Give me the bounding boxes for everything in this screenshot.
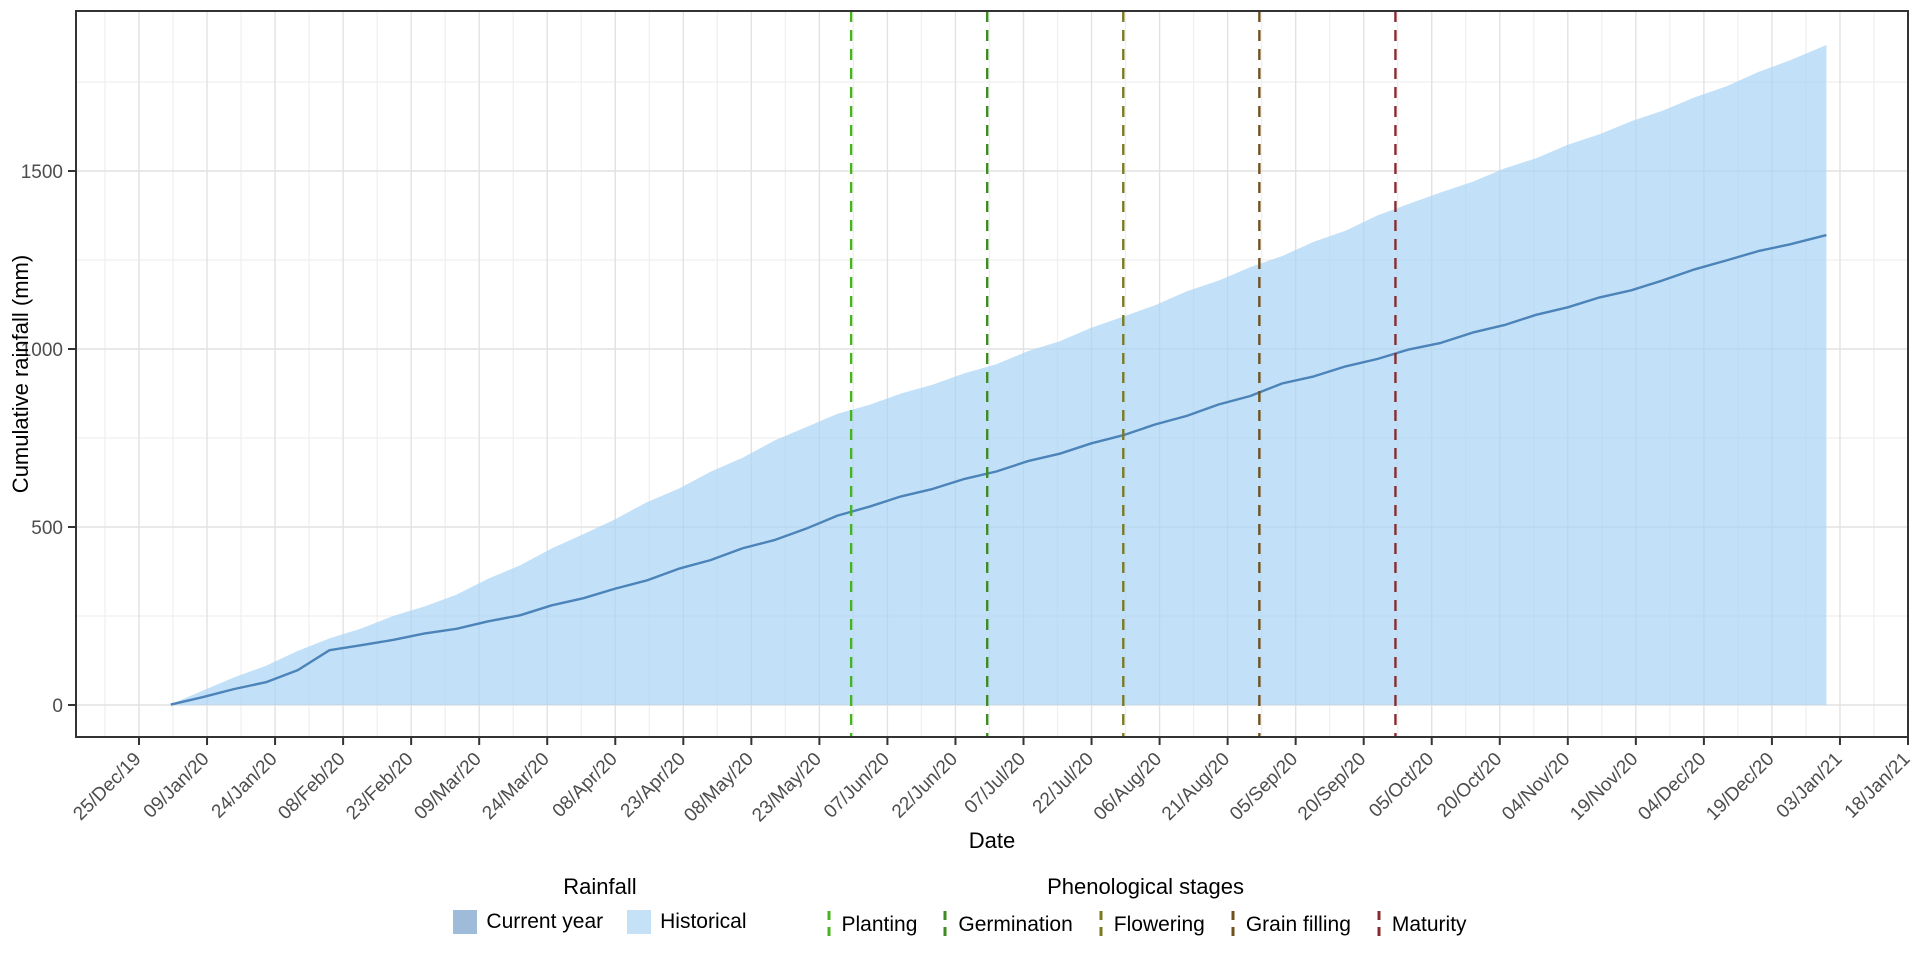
x-tick-label: 05/Oct/20	[1365, 749, 1438, 822]
x-tick-label: 03/Jan/21	[1773, 749, 1847, 823]
x-tick-label: 23/Apr/20	[617, 749, 690, 822]
x-tick-label: 09/Jan/20	[140, 749, 214, 823]
legend-swatch-icon	[627, 910, 652, 934]
historical-band	[170, 45, 1827, 705]
legend-dash-icon	[1099, 911, 1103, 939]
x-tick-label: 22/Jun/20	[888, 749, 962, 823]
x-tick-label: 23/May/20	[748, 749, 826, 827]
y-tick-label: 500	[31, 518, 63, 539]
legend-item-label: Grain filling	[1245, 913, 1351, 936]
legend-item-label: Current year	[486, 910, 604, 933]
x-tick-label: 25/Dec/19	[69, 749, 145, 825]
current-year-rainfall-line	[170, 233, 1827, 706]
y-tick-label: 1500	[21, 162, 63, 183]
x-tick-label: 05/Sep/20	[1226, 749, 1302, 825]
legend-item-label: Germination	[958, 913, 1073, 936]
legend-dash-icon	[943, 911, 947, 939]
legend-title-stages: Phenological stages	[1047, 874, 1244, 899]
legend-items-stages: Planting Germination Flowering Grain fillin…	[825, 910, 1467, 940]
legend-item-historical: Historical	[627, 910, 747, 934]
legend-group-rainfall: Rainfall Current year Historical	[453, 874, 747, 940]
legend-dash-icon	[1377, 911, 1381, 939]
legend-dash-icon	[1231, 911, 1235, 939]
chart-legend: Rainfall Current year Historical Phenolog…	[0, 874, 1920, 940]
x-tick-label: 18/Jan/21	[1841, 749, 1915, 823]
legend-dash-icon	[827, 911, 830, 939]
panel-border-rect	[75, 10, 1909, 738]
x-tick-label: 22/Jul/20	[1029, 749, 1098, 818]
x-tick-label: 07/Jul/20	[961, 749, 1030, 818]
x-tick-label: 20/Oct/20	[1433, 749, 1506, 822]
current-year-line	[170, 233, 1827, 706]
legend-item-label: Flowering	[1113, 913, 1205, 936]
panel-border	[75, 10, 1909, 738]
axis-ticks	[68, 170, 1909, 745]
x-tick-label: 24/Jan/20	[208, 749, 282, 823]
legend-item-flowering: Flowering	[1097, 910, 1205, 940]
legend-group-stages: Phenological stages Planting Germination F…	[825, 874, 1467, 940]
x-tick-label: 21/Aug/20	[1158, 749, 1234, 825]
x-tick-label: 20/Sep/20	[1294, 749, 1370, 825]
y-tick-label: 0	[52, 696, 63, 717]
legend-swatch-icon	[453, 910, 478, 934]
legend-items-rainfall: Current year Historical	[453, 910, 747, 934]
x-tick-label: 07/Jun/20	[820, 749, 894, 823]
x-tick-label: 08/Feb/20	[274, 749, 349, 824]
x-tick-label: 19/Nov/20	[1566, 749, 1642, 825]
legend-item-label: Historical	[660, 910, 747, 933]
phenological-stage-lines	[849, 11, 1397, 737]
x-tick-label: 04/Nov/20	[1498, 749, 1574, 825]
x-tick-label: 23/Feb/20	[342, 749, 417, 824]
x-tick-label: 08/May/20	[680, 749, 758, 827]
x-tick-label: 08/Apr/20	[549, 749, 622, 822]
legend-item-label: Planting	[841, 913, 918, 936]
historical-rainfall-area	[170, 45, 1827, 705]
y-axis-title: Cumulative rainfall (mm)	[8, 255, 33, 493]
x-tick-label: 04/Dec/20	[1634, 749, 1710, 825]
legend-item-grain-filling: Grain filling	[1229, 910, 1351, 940]
legend-title-rainfall: Rainfall	[563, 874, 637, 899]
legend-item-label: Maturity	[1391, 913, 1467, 936]
legend-item-current-year: Current year	[453, 910, 603, 934]
x-tick-label: 06/Aug/20	[1090, 749, 1166, 825]
y-tick-label: 1000	[21, 340, 63, 361]
legend-item-germination: Germination	[941, 910, 1073, 940]
x-tick-label: 19/Dec/20	[1702, 749, 1778, 825]
x-axis-title: Date	[969, 828, 1015, 853]
legend-item-planting: Planting	[825, 910, 918, 940]
x-tick-label: 09/Mar/20	[410, 749, 485, 824]
legend-item-maturity: Maturity	[1375, 910, 1467, 940]
x-tick-label: 24/Mar/20	[478, 749, 553, 824]
